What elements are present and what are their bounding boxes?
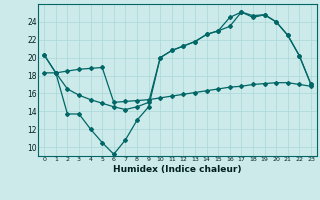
X-axis label: Humidex (Indice chaleur): Humidex (Indice chaleur) bbox=[113, 165, 242, 174]
